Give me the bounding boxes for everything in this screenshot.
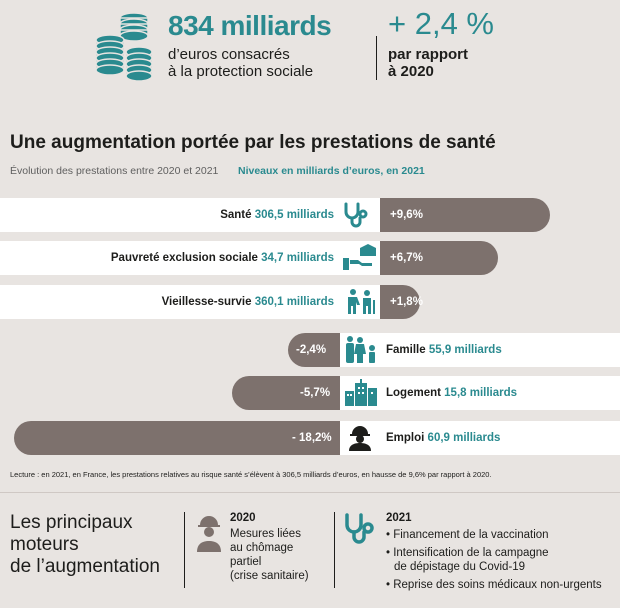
divider-2021 <box>334 512 335 588</box>
row-pct: +9,6% <box>390 209 423 221</box>
section-title: Une augmentation portée par les prestati… <box>10 132 496 153</box>
total-amount-subtitle-1: d’euros consacrés <box>168 46 290 63</box>
row-value: 306,5 milliards <box>254 209 334 221</box>
col-2021-text: • Financement de la vaccination • Intens… <box>386 528 602 592</box>
row-label: Vieillesse-survie <box>161 296 252 308</box>
row-pct: -2,4% <box>296 344 327 356</box>
row-label: Logement <box>386 387 441 399</box>
change-value: + 2,4 % <box>388 6 494 41</box>
drivers-title-line: Les principaux <box>10 512 133 533</box>
section-subtitle-left: Évolution des prestations entre 2020 et … <box>10 165 219 177</box>
row-pct: -5,7% <box>300 387 331 399</box>
col-2021-bullet: • Reprise des soins médicaux non-urgents <box>386 579 602 591</box>
row-label: Pauvreté exclusion sociale <box>110 252 258 264</box>
drivers-title-line: moteurs <box>10 534 79 555</box>
family-icon <box>344 336 380 364</box>
col-2020-line: partiel <box>230 556 262 568</box>
drivers-title-line: de l’augmentation <box>10 556 160 577</box>
divider-2020 <box>184 512 185 588</box>
row-pauvrete: Pauvreté exclusion sociale 34,7 milliard… <box>0 241 620 275</box>
row-sante: Santé 306,5 milliards +9,6% <box>0 198 620 232</box>
change-subtitle-1: par rapport <box>388 46 469 63</box>
hand-house-icon <box>342 244 376 272</box>
buildings-icon <box>344 379 378 407</box>
row-pct: - 18,2% <box>292 432 332 444</box>
row-value: 55,9 milliards <box>428 344 502 356</box>
col-2020-line: Mesures liées <box>230 528 301 540</box>
row-value: 360,1 milliards <box>254 296 334 308</box>
col-2020-line: (crise sanitaire) <box>230 570 309 582</box>
row-logement: -5,7% Logement 15,8 milliards <box>0 376 620 410</box>
total-amount: 834 milliards <box>168 10 332 41</box>
year-2020: 2020 <box>230 512 256 524</box>
col-2020-line: au chômage <box>230 542 294 554</box>
row-pct: +6,7% <box>390 252 423 264</box>
year-2021: 2021 <box>386 512 412 524</box>
drivers-title: Les principaux moteurs de l’augmentation <box>10 512 160 578</box>
col-2021-bullet: • Intensification de la campagne <box>386 547 549 559</box>
section-subtitle-right: Niveaux en milliards d’euros, en 2021 <box>238 165 425 177</box>
col-2021-bullet: • Financement de la vaccination <box>386 529 549 541</box>
row-label: Santé <box>220 209 252 221</box>
total-amount-subtitle-2: à la protection sociale <box>168 63 314 80</box>
worker-icon <box>346 424 374 452</box>
row-vieillesse: Vieillesse-survie 360,1 milliards +1,8% <box>0 285 620 319</box>
row-label: Emploi <box>386 432 425 444</box>
coins-icon <box>92 8 156 88</box>
col-2020-text: Mesures liées au chômage partiel (crise … <box>230 527 309 583</box>
row-famille: -2,4% Famille 55,9 milliards <box>0 333 620 367</box>
divider-line <box>0 492 620 493</box>
row-value: 15,8 milliards <box>444 387 518 399</box>
row-value: 60,9 milliards <box>427 432 501 444</box>
row-value: 34,7 milliards <box>261 252 334 264</box>
col-2021-bullet-cont: de dépistage du Covid-19 <box>394 561 526 573</box>
row-label: Famille <box>386 344 426 356</box>
row-emploi: - 18,2% Emploi 60,9 milliards <box>0 421 620 455</box>
elderly-couple-icon <box>344 288 378 316</box>
change-subtitle-2: à 2020 <box>388 63 434 80</box>
stethoscope-icon <box>342 201 370 229</box>
row-pct: +1,8% <box>390 296 423 308</box>
reading-note: Lecture : en 2021, en France, les presta… <box>10 470 492 479</box>
worker-icon <box>194 514 224 554</box>
header-divider <box>376 36 377 80</box>
stethoscope-icon <box>342 512 376 546</box>
